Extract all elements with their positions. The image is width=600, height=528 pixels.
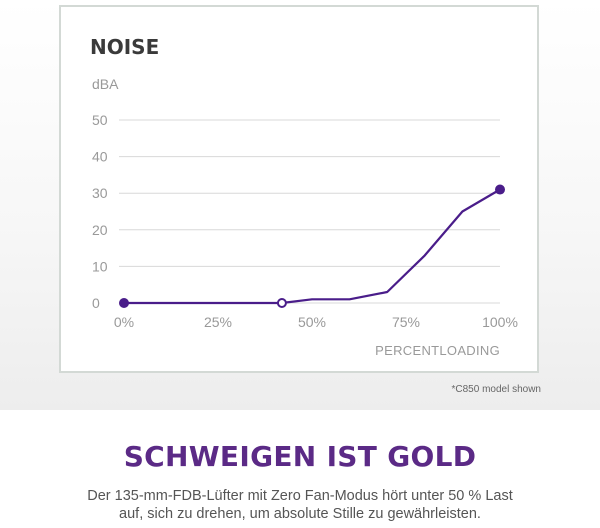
x-axis-label: PERCENTLOADING (375, 343, 500, 358)
series-lines (124, 188, 501, 305)
headline: SCHWEIGEN IST GOLD (123, 440, 477, 473)
hollow-data-point (276, 298, 287, 308)
description: Der 135-mm-FDB-Lüfter mit Zero Fan-Modus… (0, 487, 600, 523)
footnote: *C850 model shown (451, 384, 542, 395)
description-line-2: auf, sich zu drehen, um absolute Stille … (119, 506, 481, 522)
y-axis-label: dBA (92, 76, 119, 92)
x-tick-label: 100% (482, 314, 518, 330)
series-markers (119, 184, 505, 308)
noise-chart: NOISE dBA 0 10 20 30 40 50 0% 25% 50% 75% 100% PE… (90, 35, 518, 358)
y-tick-label: 40 (92, 149, 108, 165)
data-point (119, 298, 129, 308)
y-tick-label: 10 (92, 258, 108, 274)
x-tick-label: 25% (204, 314, 232, 330)
chart-section: NOISE dBA 0 10 20 30 40 50 0% 25% 50% 75% 100% PE… (0, 0, 600, 410)
y-tick-label: 50 (92, 112, 108, 128)
x-tick-label: 75% (392, 314, 420, 330)
noise-chart-card: NOISE dBA 0 10 20 30 40 50 0% 25% 50% 75% 100% PE… (59, 5, 539, 373)
chart-title: NOISE (90, 35, 159, 59)
grid (119, 119, 500, 304)
description-line-1: Der 135-mm-FDB-Lüfter mit Zero Fan-Modus… (87, 488, 513, 504)
x-tick-labels: 0% 25% 50% 75% 100% (114, 314, 518, 330)
y-tick-label: 20 (92, 222, 108, 238)
y-tick-label: 30 (92, 185, 108, 201)
data-point (495, 184, 505, 195)
noise-series-line (124, 188, 501, 305)
x-tick-label: 50% (298, 314, 326, 330)
y-tick-labels: 0 10 20 30 40 50 (92, 112, 108, 311)
x-tick-label: 0% (114, 314, 134, 330)
y-tick-label: 0 (92, 295, 100, 311)
